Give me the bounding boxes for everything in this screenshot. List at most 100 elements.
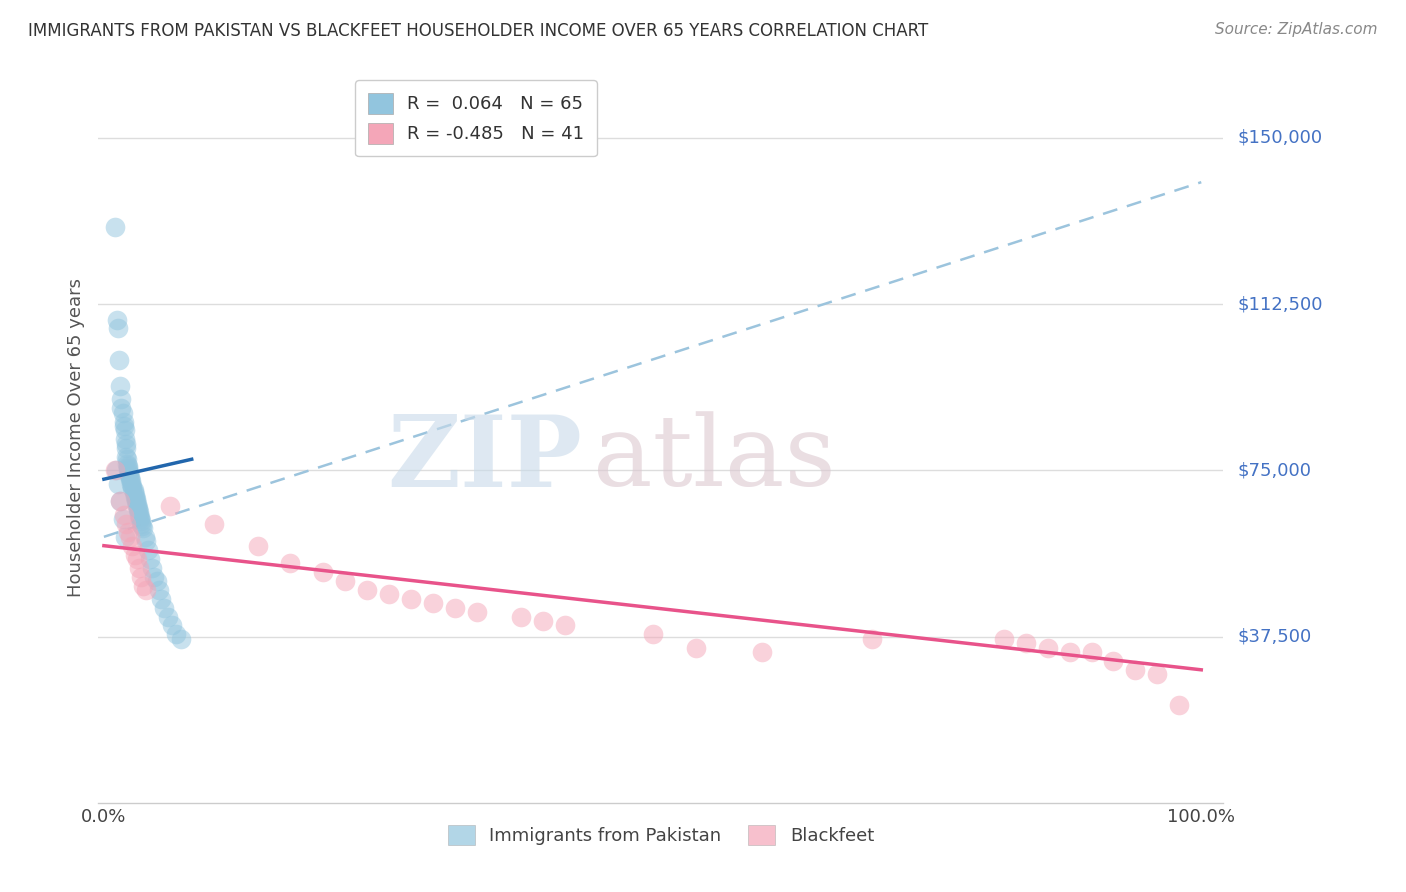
Point: [531, 614, 554, 628]
Point: [108, 352, 131, 367]
Point: [112, 419, 135, 434]
Point: [127, 501, 149, 516]
Point: [120, 472, 142, 486]
Point: [153, 600, 176, 615]
Point: [135, 582, 157, 597]
Point: [356, 582, 378, 597]
Point: [399, 591, 422, 606]
Text: atlas: atlas: [593, 411, 837, 507]
Point: [112, 415, 135, 429]
Point: [121, 479, 143, 493]
Point: [125, 494, 148, 508]
Point: [120, 476, 142, 491]
Point: [104, 219, 127, 234]
Point: [128, 508, 150, 522]
Point: [685, 640, 707, 655]
Point: [114, 432, 136, 446]
Point: [335, 574, 357, 589]
Point: [122, 483, 145, 498]
Point: [125, 552, 148, 566]
Point: [110, 379, 132, 393]
Point: [107, 321, 129, 335]
Point: [246, 539, 269, 553]
Point: [111, 512, 134, 526]
Y-axis label: Householder Income Over 65 years: Householder Income Over 65 years: [66, 277, 84, 597]
Point: [125, 497, 148, 511]
Point: [141, 561, 163, 575]
Point: [120, 475, 142, 489]
Point: [110, 494, 132, 508]
Point: [115, 516, 138, 531]
Point: [125, 499, 148, 513]
Point: [117, 458, 139, 473]
Point: [143, 570, 166, 584]
Point: [105, 312, 128, 326]
Point: [121, 481, 143, 495]
Point: [1102, 654, 1125, 668]
Text: $150,000: $150,000: [1237, 128, 1322, 147]
Point: [170, 632, 193, 646]
Point: [115, 436, 138, 450]
Point: [114, 530, 136, 544]
Point: [134, 530, 156, 544]
Text: $112,500: $112,500: [1237, 295, 1323, 313]
Point: [202, 516, 225, 531]
Point: [860, 632, 883, 646]
Point: [160, 618, 183, 632]
Text: Source: ZipAtlas.com: Source: ZipAtlas.com: [1215, 22, 1378, 37]
Point: [128, 561, 150, 575]
Point: [132, 578, 155, 592]
Point: [509, 609, 531, 624]
Point: [125, 492, 148, 507]
Text: $37,500: $37,500: [1237, 628, 1312, 646]
Point: [159, 499, 181, 513]
Point: [554, 618, 576, 632]
Point: [129, 514, 152, 528]
Point: [122, 485, 145, 500]
Point: [127, 503, 149, 517]
Point: [131, 518, 153, 533]
Point: [156, 609, 179, 624]
Point: [1168, 698, 1191, 713]
Point: [751, 645, 773, 659]
Point: [1015, 636, 1038, 650]
Point: [139, 552, 162, 566]
Point: [124, 488, 146, 502]
Text: IMMIGRANTS FROM PAKISTAN VS BLACKFEET HOUSEHOLDER INCOME OVER 65 YEARS CORRELATI: IMMIGRANTS FROM PAKISTAN VS BLACKFEET HO…: [28, 22, 928, 40]
Point: [129, 570, 152, 584]
Legend: Immigrants from Pakistan, Blackfeet: Immigrants from Pakistan, Blackfeet: [440, 818, 882, 852]
Point: [120, 530, 142, 544]
Point: [104, 463, 127, 477]
Point: [118, 466, 141, 480]
Point: [135, 534, 157, 549]
Point: [121, 539, 143, 553]
Point: [1125, 663, 1147, 677]
Point: [1036, 640, 1059, 655]
Point: [1146, 667, 1168, 681]
Point: [312, 566, 335, 580]
Text: $75,000: $75,000: [1237, 461, 1312, 479]
Point: [280, 557, 302, 571]
Point: [117, 525, 139, 540]
Point: [444, 600, 467, 615]
Point: [148, 582, 170, 597]
Point: [129, 512, 152, 526]
Point: [1080, 645, 1102, 659]
Point: [110, 401, 132, 416]
Point: [993, 632, 1015, 646]
Point: [128, 505, 150, 519]
Point: [124, 548, 146, 562]
Point: [104, 463, 127, 477]
Point: [110, 392, 132, 407]
Point: [378, 587, 401, 601]
Point: [132, 521, 155, 535]
Point: [111, 406, 134, 420]
Point: [129, 509, 152, 524]
Point: [465, 605, 488, 619]
Point: [149, 591, 172, 606]
Point: [115, 441, 138, 455]
Point: [117, 463, 139, 477]
Point: [422, 596, 444, 610]
Point: [110, 494, 132, 508]
Point: [136, 543, 159, 558]
